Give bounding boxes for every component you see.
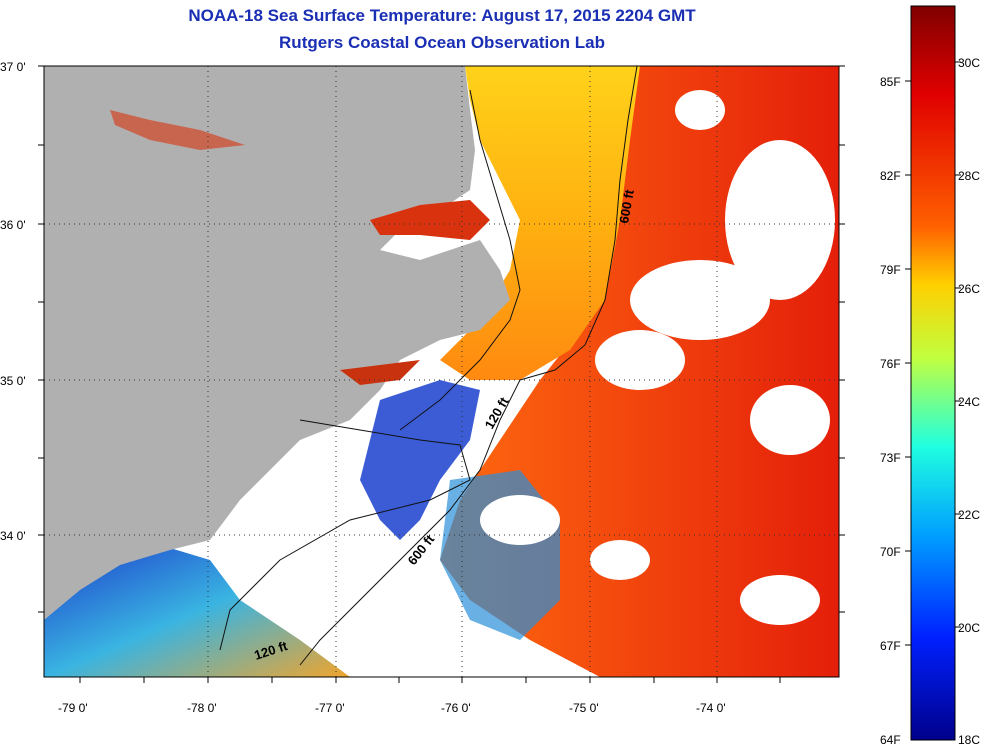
cb-c-24: 24C [958,395,980,409]
cb-f-79: 79F [880,263,901,277]
lon-label-79: -79 0' [58,701,88,715]
temperature-colorbar: 85F 82F 79F 76F 73F 70F 67F 64F 30C 28C … [880,5,980,747]
pamlico-sound [370,200,490,240]
lat-label-37: 37 0' [0,60,26,74]
cold-nearshore-patch [360,380,480,540]
map-subtitle: Rutgers Coastal Ocean Observation Lab [279,33,605,52]
lon-label-77: -77 0' [315,701,345,715]
lon-label-74: -74 0' [696,701,726,715]
lat-label-34: 34 0' [0,529,26,543]
lon-label-75: -75 0' [569,701,599,715]
cb-f-70: 70F [880,545,901,559]
isobath-label-600-north: 600 ft [616,188,637,225]
land-mainland [44,66,510,620]
cb-f-82: 82F [880,169,901,183]
cb-c-26: 26C [958,282,980,296]
map-border [43,65,840,678]
outer-banks [399,89,521,431]
cb-f-67: 67F [880,639,901,653]
lon-label-78: -78 0' [187,701,217,715]
cloud-cover [480,90,835,625]
cb-f-85: 85F [880,75,901,89]
neuse-estuary [340,360,420,385]
lat-label-35: 35 0' [0,374,26,388]
isobath-600-north [519,65,638,381]
colorbar-gradient [910,5,956,741]
cb-c-28: 28C [958,169,980,183]
lat-label-36: 36 0' [0,218,26,232]
cb-c-18: 18C [958,733,980,747]
cb-c-22: 22C [958,508,980,522]
sst-map: 600 ft 120 ft 600 ft 120 ft [0,60,845,715]
cold-coastal-water [44,545,350,677]
lon-tick-marks [79,677,781,683]
isobath-120 [219,419,471,651]
map-title: NOAA-18 Sea Surface Temperature: August … [188,6,696,25]
cb-f-64: 64F [880,733,901,747]
graticule [44,66,839,677]
colorbar-ticks [905,61,961,646]
cb-f-73: 73F [880,451,901,465]
cb-c-30: 30C [958,56,980,70]
lat-tick-marks [38,65,845,613]
cb-f-76: 76F [880,357,901,371]
cb-c-20: 20C [958,621,980,635]
albemarle-sound [110,110,245,150]
lon-label-76: -76 0' [441,701,471,715]
